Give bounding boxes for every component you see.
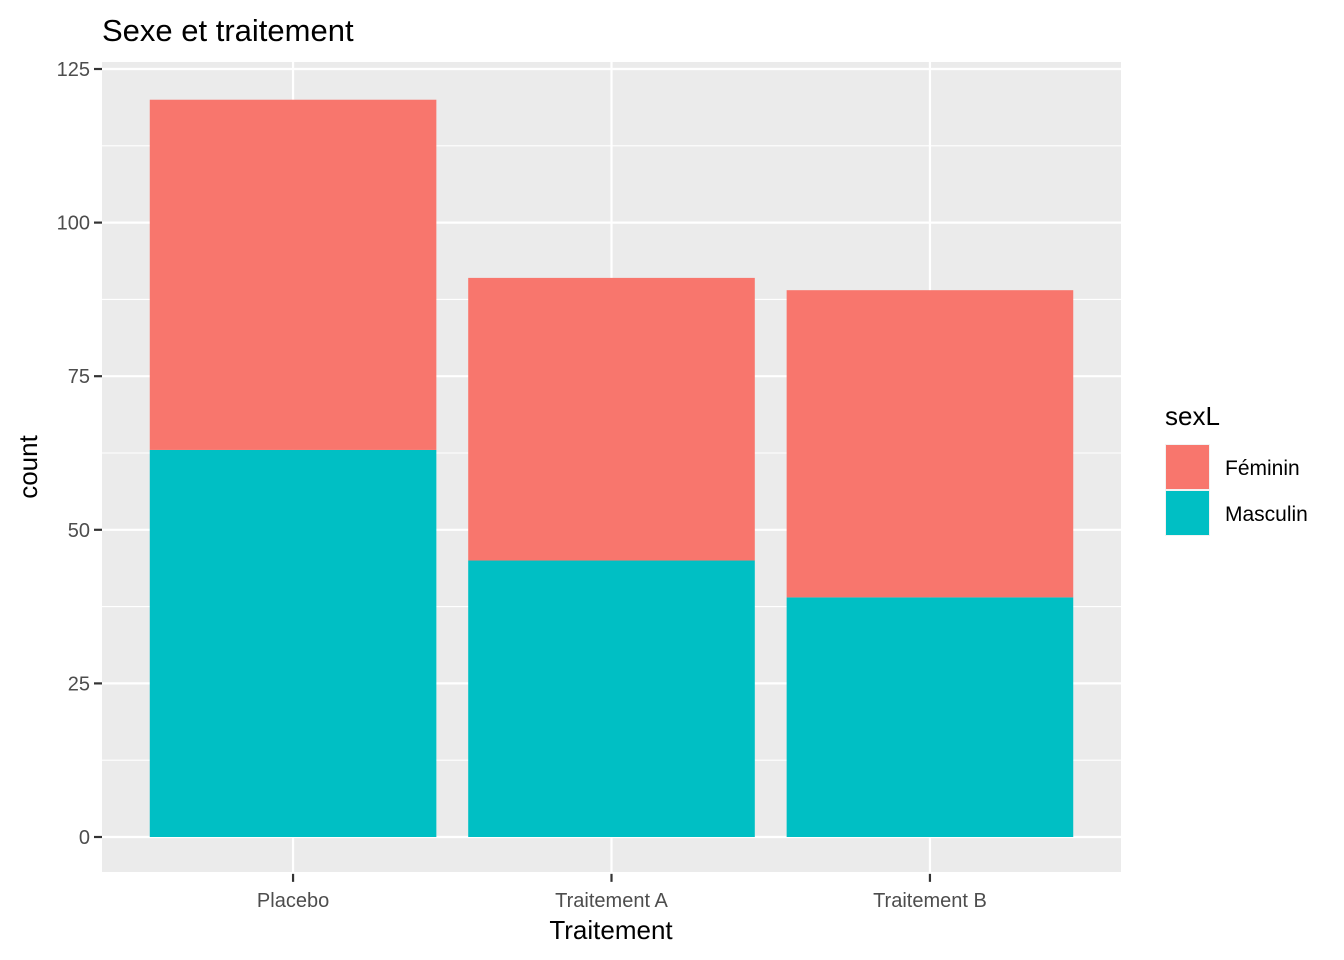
bar-f-minin-traitement-a	[468, 277, 755, 561]
legend-label-f-minin: Féminin	[1225, 457, 1300, 480]
legend-swatch-f-minin	[1166, 445, 1209, 489]
y-tick-label: 75	[68, 366, 90, 388]
y-tick-label: 100	[57, 213, 90, 235]
legend: sexL Féminin Masculin	[1165, 401, 1308, 536]
bar-masculin-traitement-b	[786, 597, 1074, 837]
x-tick-label: Traitement B	[873, 890, 987, 912]
x-tick-label: Traitement A	[555, 890, 668, 912]
bar-masculin-placebo	[149, 449, 437, 837]
bars	[149, 99, 1074, 837]
bar-masculin-traitement-a	[468, 560, 755, 837]
y-tick-label: 25	[68, 673, 90, 695]
legend-title: sexL	[1165, 401, 1220, 431]
x-axis: Placebo Traitement A Traitement B	[257, 873, 987, 912]
bar-f-minin-traitement-b	[786, 290, 1074, 598]
legend-label-masculin: Masculin	[1225, 503, 1308, 526]
y-axis-title: count	[13, 434, 43, 498]
y-axis: 0 25 50 75 100 125	[57, 59, 102, 849]
y-tick-label: 125	[57, 59, 90, 81]
legend-items: Féminin Masculin	[1165, 444, 1308, 536]
x-axis-title: Traitement	[549, 915, 673, 945]
bar-f-minin-placebo	[149, 99, 437, 450]
chart-title: Sexe et traitement	[102, 13, 354, 48]
y-tick-label: 50	[68, 520, 90, 542]
y-tick-label: 0	[79, 827, 90, 849]
legend-swatch-masculin	[1166, 491, 1209, 535]
x-tick-label: Placebo	[257, 890, 329, 912]
